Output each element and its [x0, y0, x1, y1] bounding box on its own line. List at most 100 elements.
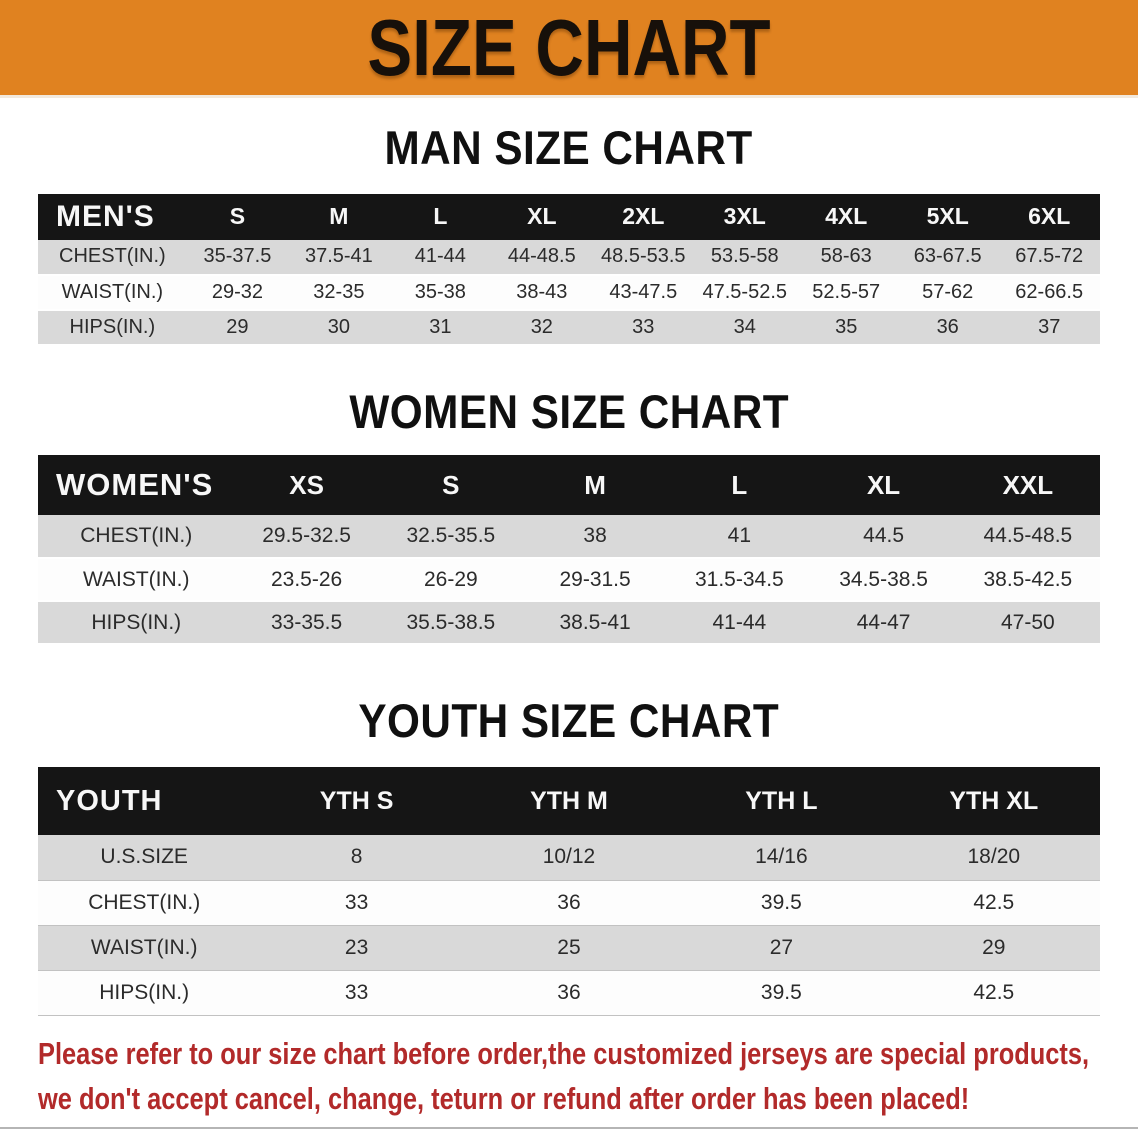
size-value-cell: 33-35.5 — [270, 610, 343, 634]
size-value-cell: 32.5-35.5 — [406, 524, 496, 548]
banner-title: SIZE CHART — [367, 2, 771, 92]
size-value-cell: 47-50 — [1001, 610, 1055, 634]
size-column-header: 2XL — [592, 193, 695, 240]
size-value-cell: 35-37.5 — [203, 245, 272, 268]
size-value-cell: 44-48.5 — [507, 245, 576, 268]
size-value-cell: 41 — [727, 524, 752, 548]
table-row: HIPS(IN.) 33 36 39.5 42.5 — [38, 970, 1100, 1016]
size-value-cell: 26-29 — [423, 567, 478, 591]
size-value-cell: 62-66.5 — [1015, 280, 1084, 303]
size-value-cell: 34 — [733, 315, 756, 338]
size-column-header: XS — [234, 455, 379, 516]
table-row: WAIST(IN.) 23.5-26 26-29 29-31.5 31.5-34.5 34… — [38, 558, 1100, 602]
size-value-cell: 44-47 — [856, 610, 911, 634]
size-value-cell: 36 — [936, 315, 959, 338]
size-value-cell: 25 — [557, 935, 581, 959]
youth-size-table-wrap: YOUTH YTH S YTH M YTH L YTH XL U.S.SIZE 8 10/12… — [38, 767, 1100, 1016]
row-label: WAIST(IN.) — [61, 280, 164, 303]
size-value-cell: 44.5 — [863, 524, 905, 548]
size-value-cell: 30 — [327, 315, 350, 338]
table-corner-label: MEN'S — [38, 193, 187, 240]
size-value-cell: 14/16 — [755, 845, 808, 869]
row-label: WAIST(IN.) — [82, 567, 190, 591]
size-value-cell: 42.5 — [973, 890, 1015, 914]
size-value-cell: 10/12 — [542, 845, 596, 869]
size-value-cell: 27 — [769, 935, 794, 959]
size-value-cell: 58-63 — [820, 245, 872, 268]
size-value-cell: 35-38 — [414, 280, 466, 303]
size-value-cell: 67.5-72 — [1015, 245, 1084, 268]
men-size-table: MEN'S S M L XL 2XL 3XL 4XL 5XL 6XL CHEST(IN.) 35-37… — [38, 193, 1100, 346]
size-value-cell: 32 — [530, 315, 553, 338]
table-header-row: WOMEN'S XS S M L XL XXL — [38, 455, 1100, 516]
table-header-row: YOUTH YTH S YTH M YTH L YTH XL — [38, 767, 1100, 836]
size-value-cell: 34.5-38.5 — [839, 567, 928, 591]
size-column-header: S — [378, 455, 523, 516]
size-value-cell: 36 — [557, 980, 581, 1004]
size-value-cell: 41-44 — [712, 610, 767, 634]
size-column-header: YTH XL — [887, 767, 1100, 836]
size-column-header: M — [288, 193, 390, 240]
size-value-cell: 37.5-41 — [304, 245, 373, 268]
size-value-cell: 38.5-42.5 — [983, 567, 1073, 591]
size-column-header: XXL — [955, 455, 1100, 516]
row-label: CHEST(IN.) — [88, 890, 201, 914]
size-column-header: M — [522, 455, 668, 516]
table-row: CHEST(IN.) 35-37.5 37.5-41 41-44 44-48.5 48.5… — [38, 239, 1100, 275]
women-size-table: WOMEN'S XS S M L XL XXL CHEST(IN.) 29.5-32.5 32.5… — [38, 455, 1100, 646]
size-value-cell: 29 — [226, 315, 249, 338]
row-label: CHEST(IN.) — [59, 245, 166, 268]
row-label: HIPS(IN.) — [91, 610, 182, 634]
table-corner-label: YOUTH — [38, 767, 251, 836]
size-value-cell: 44.5-48.5 — [983, 524, 1073, 548]
size-value-cell: 31.5-34.5 — [694, 567, 784, 591]
size-value-cell: 18/20 — [967, 845, 1021, 869]
disclaimer-line-2: we don't accept cancel, change, teturn o… — [38, 1080, 970, 1116]
women-size-chart-section: WOMEN SIZE CHART WOMEN'S XS S M L XL XXL CHEST(… — [0, 384, 1138, 646]
size-value-cell: 32-35 — [313, 280, 365, 303]
size-value-cell: 57-62 — [922, 280, 974, 303]
size-value-cell: 29-31.5 — [559, 567, 631, 591]
table-corner-label: WOMEN'S — [38, 455, 235, 516]
row-label: U.S.SIZE — [100, 845, 188, 869]
man-size-chart-heading: MAN SIZE CHART — [384, 121, 754, 174]
size-value-cell: 23 — [344, 935, 369, 959]
size-column-header: 3XL — [694, 193, 796, 240]
size-column-header: S — [186, 193, 289, 240]
disclaimer: Please refer to our size chart before or… — [38, 1032, 1138, 1122]
table-row: HIPS(IN.) 33-35.5 35.5-38.5 38.5-41 41-44 44-… — [38, 601, 1100, 645]
size-value-cell: 38 — [583, 524, 607, 548]
size-column-header: L — [667, 455, 812, 516]
size-value-cell: 42.5 — [973, 980, 1015, 1004]
youth-size-chart-section: YOUTH SIZE CHART YOUTH YTH S YTH M YTH L YTH… — [0, 694, 1138, 1016]
size-column-header: YTH L — [675, 767, 888, 836]
size-column-header: 5XL — [896, 193, 999, 240]
size-value-cell: 33 — [632, 315, 655, 338]
women-size-chart-heading: WOMEN SIZE CHART — [349, 384, 789, 438]
size-value-cell: 47.5-52.5 — [702, 280, 787, 303]
size-value-cell: 29.5-32.5 — [262, 524, 351, 548]
table-row: U.S.SIZE 8 10/12 14/16 18/20 — [38, 835, 1100, 881]
size-value-cell: 53.5-58 — [710, 245, 779, 268]
size-column-header: XL — [811, 455, 956, 516]
row-label: WAIST(IN.) — [90, 935, 198, 959]
table-row: CHEST(IN.) 29.5-32.5 32.5-35.5 38 41 44.5 44.5… — [38, 515, 1100, 559]
size-value-cell: 41-44 — [414, 245, 466, 268]
size-value-cell: 33 — [344, 890, 369, 914]
size-value-cell: 31 — [429, 315, 452, 338]
disclaimer-line-1: Please refer to our size chart before or… — [38, 1035, 1090, 1071]
size-value-cell: 29 — [982, 935, 1006, 959]
table-row: HIPS(IN.) 29 30 31 32 33 34 35 36 37 — [38, 309, 1100, 345]
table-header-row: MEN'S S M L XL 2XL 3XL 4XL 5XL 6XL — [38, 193, 1100, 240]
size-value-cell: 23.5-26 — [270, 567, 343, 591]
table-row: WAIST(IN.) 29-32 32-35 35-38 38-43 43-47.5 47.… — [38, 274, 1100, 310]
row-label: CHEST(IN.) — [80, 524, 193, 548]
size-column-header: YTH S — [250, 767, 463, 836]
size-column-header: XL — [491, 193, 593, 240]
youth-size-chart-heading: YOUTH SIZE CHART — [358, 694, 780, 748]
size-value-cell: 29-32 — [211, 280, 263, 303]
size-value-cell: 48.5-53.5 — [601, 245, 686, 268]
size-value-cell: 37 — [1038, 315, 1061, 338]
size-value-cell: 35 — [835, 315, 858, 338]
size-value-cell: 63-67.5 — [913, 245, 982, 268]
